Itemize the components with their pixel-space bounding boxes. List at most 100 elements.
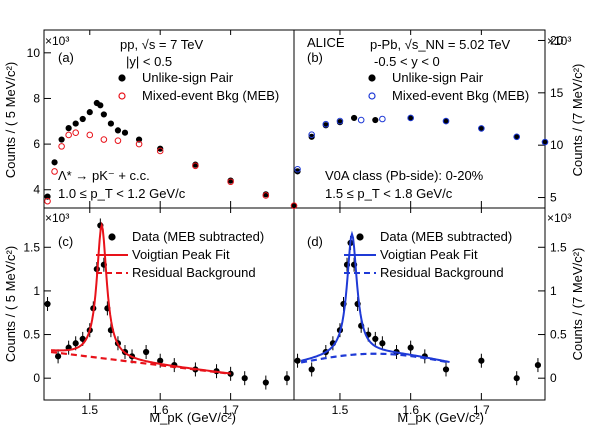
panel-a-system: pp, √s = 7 TeV — [120, 37, 203, 52]
data-point — [294, 357, 301, 364]
data-point — [72, 340, 79, 347]
data-point — [294, 165, 301, 173]
data-point — [372, 335, 379, 343]
fit-curves — [50, 221, 450, 375]
legend-marker — [356, 233, 364, 241]
y-tick-label: 1.5 — [23, 240, 40, 254]
voigtian-fit-curve — [50, 221, 231, 375]
x-tick-label: 1.7 — [473, 403, 490, 417]
y-tick-label: 1 — [550, 284, 557, 298]
data-point — [283, 375, 291, 382]
y-tick-label: 6 — [33, 137, 40, 151]
data-point — [513, 375, 520, 382]
data-point — [72, 120, 79, 127]
data-point — [44, 300, 51, 308]
data-point — [262, 192, 270, 199]
data-point — [322, 120, 330, 128]
data-point — [513, 133, 521, 141]
x-axis-label-left: M_pK (GeV/c²) — [149, 410, 236, 425]
panel-b-system: p-Pb, √s_NN = 5.02 TeV — [370, 37, 511, 52]
legend-label: Residual Background — [132, 265, 256, 280]
legends: Unlike-sign Pair Mixed-event Bkg (MEB) Unl… — [96, 70, 529, 280]
axis-ticks: 4 6 8 10 5 10 15 20 0 0.5 1 1.5 1.5 1.6 1.7 0 0.5 1 1.5 1.5… — [23, 30, 567, 417]
legend-marker — [118, 74, 126, 82]
data-point — [157, 357, 164, 364]
data-point — [121, 129, 129, 136]
y-tick-label: 0 — [33, 371, 40, 385]
data-point — [227, 178, 234, 186]
panel-a-particle: Λ* → pK⁻ + c.c. — [58, 168, 150, 183]
x-tick-label: 1.6 — [402, 403, 419, 417]
data-point — [44, 197, 51, 205]
data-point — [114, 127, 122, 134]
legend-marker — [108, 233, 116, 241]
data-point — [541, 138, 549, 146]
data-point — [407, 344, 414, 351]
exponent-right-top: ×10³ — [547, 34, 571, 48]
data-point — [65, 125, 72, 132]
y-tick-label: 15 — [550, 86, 564, 100]
data-point — [100, 111, 107, 118]
data-point — [407, 114, 414, 122]
y-axis-label-right-top: Counts / (7 MeV/c²) — [570, 64, 585, 177]
legend-label: Mixed-event Bkg (MEB) — [392, 88, 529, 103]
y-tick-label: 1.5 — [550, 240, 567, 254]
data-point — [350, 114, 358, 122]
data-point — [135, 136, 143, 143]
y-axis-label-left-bottom: Counts / ( 5 MeV/c²) — [3, 246, 18, 362]
x-axis-label-right: M_pK (GeV/c²) — [397, 410, 484, 425]
data-point — [379, 340, 386, 347]
data-point — [241, 375, 248, 382]
panel-b-rapidity: -0.5 < y < 0 — [374, 54, 440, 69]
data-point — [65, 131, 72, 139]
data-point — [79, 115, 86, 123]
panel-b-class: V0A class (Pb-side): 0-20% — [325, 168, 484, 183]
legend-label: Voigtian Peak Fit — [132, 247, 230, 262]
y-axis-label-left-top: Counts / ( 5 MeV/c²) — [3, 62, 18, 178]
data-point — [308, 366, 315, 373]
panel-a-rapidity: |y| < 0.5 — [126, 54, 172, 69]
data-point — [86, 131, 94, 139]
data-point — [442, 366, 450, 373]
y-tick-label: 20 — [550, 33, 564, 47]
data-point — [157, 145, 164, 152]
panel-d-label: (d) — [307, 234, 323, 249]
legend-label: Unlike-sign Pair — [392, 70, 484, 85]
data-point — [54, 353, 62, 360]
x-tick-label: 1.6 — [152, 403, 169, 417]
y-tick-label: 10 — [27, 46, 41, 60]
data-point — [58, 143, 65, 150]
panel-b-label: (b) — [307, 50, 323, 65]
data-point — [308, 133, 315, 140]
y-tick-label: 10 — [550, 138, 564, 152]
legend-marker — [368, 74, 376, 82]
data-point — [290, 202, 298, 210]
panel-b-alice: ALICE — [307, 35, 345, 50]
data-point — [143, 348, 150, 356]
exponent-left-bottom: ×10³ — [45, 211, 69, 225]
exponent-right-bottom: ×10³ — [547, 211, 571, 225]
data-point — [97, 102, 104, 109]
x-tick-label: 1.7 — [222, 403, 239, 417]
data-point — [534, 361, 542, 369]
exponent-left-top: ×10³ — [45, 34, 69, 48]
y-tick-label: 4 — [33, 183, 40, 197]
x-tick-label: 1.5 — [332, 403, 349, 417]
data-point — [478, 357, 485, 364]
y-axis-label-right-bottom: Counts / (7 MeV/c²) — [570, 248, 585, 361]
y-tick-label: 0.5 — [550, 328, 567, 342]
y-tick-label: 0.5 — [23, 328, 40, 342]
data-point — [294, 168, 301, 175]
data-point — [51, 168, 58, 175]
legend-label: Unlike-sign Pair — [142, 70, 234, 85]
panel-a-label: (a) — [58, 50, 74, 65]
data-point — [107, 120, 115, 127]
data-point — [51, 159, 58, 166]
data-point — [156, 147, 164, 155]
data-point — [192, 162, 199, 170]
legend-label: Data (MEB subtracted) — [380, 229, 512, 244]
data-point — [44, 193, 51, 200]
data-point — [100, 136, 108, 143]
panel-c-label: (c) — [58, 234, 73, 249]
